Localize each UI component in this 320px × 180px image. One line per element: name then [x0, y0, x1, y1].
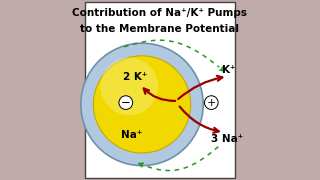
- Text: 2 K⁺: 2 K⁺: [123, 71, 147, 82]
- Text: K⁺: K⁺: [222, 65, 235, 75]
- Text: to the Membrane Potential: to the Membrane Potential: [81, 24, 239, 34]
- Circle shape: [93, 56, 191, 153]
- Circle shape: [81, 43, 203, 166]
- Circle shape: [100, 58, 158, 115]
- Text: +: +: [207, 98, 216, 108]
- Text: −: −: [121, 96, 131, 109]
- Text: 3 Na⁺: 3 Na⁺: [212, 134, 244, 144]
- Circle shape: [204, 96, 218, 109]
- Circle shape: [119, 96, 133, 109]
- Text: Na⁺: Na⁺: [121, 130, 142, 140]
- Text: Contribution of Na⁺/K⁺ Pumps: Contribution of Na⁺/K⁺ Pumps: [73, 8, 247, 18]
- FancyBboxPatch shape: [85, 2, 235, 178]
